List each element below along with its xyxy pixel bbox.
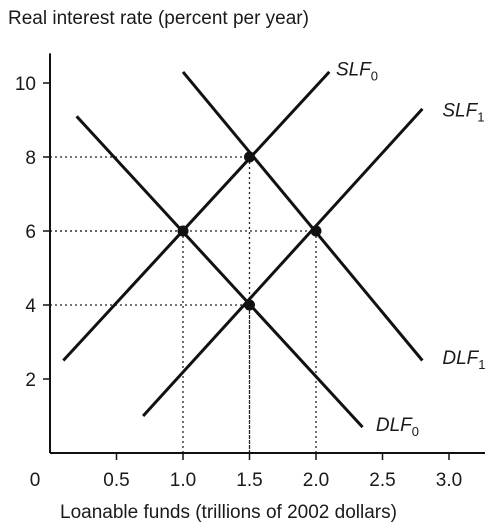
curve-slf-0 [62,70,331,362]
x-tick-label: 0.5 [103,470,129,491]
curve-label-slf-1: SLF1 [442,100,484,124]
curve-dlf-0 [75,115,364,429]
x-axis-label: Loanable funds (trillions of 2002 dollar… [60,502,397,523]
y-tick-label: 2 [25,370,36,391]
equilibrium-point [177,225,189,237]
x-tick-label: 3.0 [436,470,462,491]
y-tick-label: 4 [25,296,36,317]
y-axis-label: Real interest rate (percent per year) [8,8,309,29]
axis-ticks: 0.5 1.0 1.5 2.0 2.5 3.0 2 4 6 8 10 [15,74,462,491]
curve-label-slf-0: SLF0 [336,60,378,84]
x-tick-label: 2.5 [369,470,395,491]
origin-label: 0 [30,470,41,491]
x-tick-label: 1.0 [170,470,196,491]
equilibrium-point [310,225,322,237]
curve-label-dlf-0: DLF0 [376,415,419,439]
x-tick-label: 2.0 [303,470,329,491]
guide-lines [50,156,317,453]
curve-slf-1 [141,107,424,418]
series-layer: SLF0 SLF1 DLF1 DLF0 [62,60,485,439]
x-tick-label: 1.5 [236,470,262,491]
curve-dlf-1 [181,70,424,362]
equilibrium-point [244,151,255,163]
axes [49,53,485,454]
equilibrium-point [244,299,255,311]
y-tick-label: 8 [25,148,36,169]
curve-label-dlf-1: DLF1 [442,348,485,372]
y-tick-label: 6 [25,222,36,243]
equilibrium-points [177,151,322,311]
y-tick-label: 10 [15,74,36,95]
